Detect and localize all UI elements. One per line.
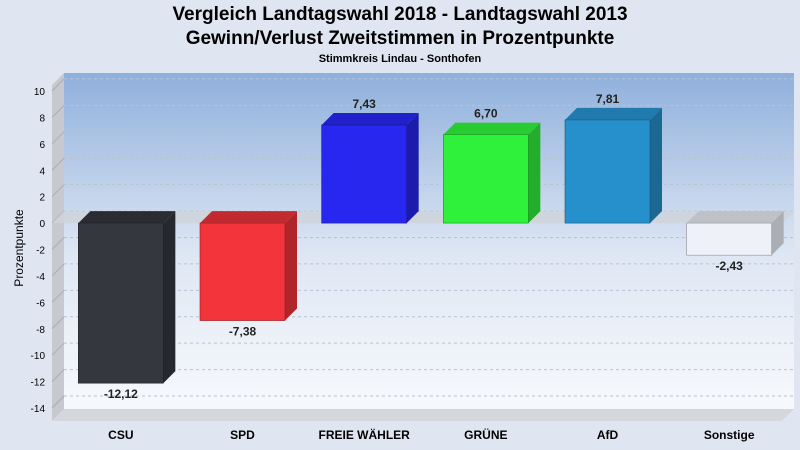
bar-front [564,119,651,224]
bar [199,211,297,321]
plot-background [64,73,794,409]
bar-front [686,222,772,256]
bar-top [200,211,297,224]
data-label: 7,81 [596,92,620,106]
y-axis-label: Prozentpunkte [12,209,26,287]
bar-top [78,211,176,224]
gridline-wall [51,157,65,171]
x-tick-label: FREIE WÄHLER [318,427,410,442]
x-tick-label: SPD [230,428,255,442]
y-tick-label: -12 [31,378,46,389]
y-tick-label: -8 [36,325,45,336]
gridline-wall [51,395,65,409]
y-axis-ticks: 10 8 6 4 2 0 -2 -4 -6 -8 -10 -12 -14 [31,87,46,415]
y-tick-label: 0 [39,219,45,230]
y-tick-label: -10 [31,351,46,362]
data-label: -2,43 [715,259,743,273]
y-tick-label: -6 [36,298,45,309]
x-tick-label: AfD [597,428,619,442]
chart-floor [52,409,794,421]
bars [78,107,784,384]
data-label: -7,38 [229,325,257,339]
x-tick-label: GRÜNE [464,427,507,442]
gridline-wall [51,316,65,330]
bar-front [78,222,164,384]
x-axis-labels: CSU SPD FREIE WÄHLER GRÜNE AfD Sonstige [108,427,755,442]
gridline-wall [51,237,65,250]
gridline-wall [51,289,65,303]
y-tick-label: 4 [39,166,45,177]
y-tick-label: 10 [34,87,46,98]
x-tick-label: Sonstige [704,428,755,442]
chart-subtitle-2: Stimmkreis Lindau - Sonthofen [318,53,482,65]
gridline-wall [51,105,65,118]
data-label: 7,43 [352,97,376,111]
gridline-wall [51,342,65,356]
data-label: 6,70 [474,107,498,121]
gridline-wall [51,131,65,145]
y-tick-label: -2 [36,246,45,257]
bar [78,211,176,384]
bar-top [686,211,784,224]
chart-left-wall [52,73,64,421]
y-tick-label: 2 [39,193,45,204]
gridline-wall [51,184,65,198]
bar-side [650,107,662,224]
bar-top [443,122,541,135]
bar [564,107,662,224]
bar-front [199,222,286,321]
bar-side [406,112,419,224]
bar-top [565,107,662,120]
value-labels: -12,12 -7,38 7,43 6,70 7,81 -2,43 [104,92,743,401]
bar-front [321,124,407,224]
bar-side [528,122,541,224]
data-label: -12,12 [104,387,138,401]
gridline-wall [51,369,65,382]
bar-side [771,211,784,256]
bar-top [321,112,419,125]
x-tick-label: CSU [108,428,133,442]
y-tick-label: 8 [39,113,45,124]
gridline-wall [51,78,65,92]
bar-side [163,211,176,384]
bar [321,112,419,224]
bar [686,211,784,256]
bar-side [285,211,297,321]
y-tick-label: 6 [39,140,45,151]
bar [443,122,541,224]
y-tick-label: -14 [31,404,46,415]
chart-title: Vergleich Landtagswahl 2018 - Landtagswa… [172,4,628,25]
chart-subtitle: Gewinn/Verlust Zweitstimmen in Prozentpu… [185,28,615,49]
y-tick-label: -4 [36,272,45,283]
gridline-wall [51,263,65,277]
bar-front [443,134,529,224]
